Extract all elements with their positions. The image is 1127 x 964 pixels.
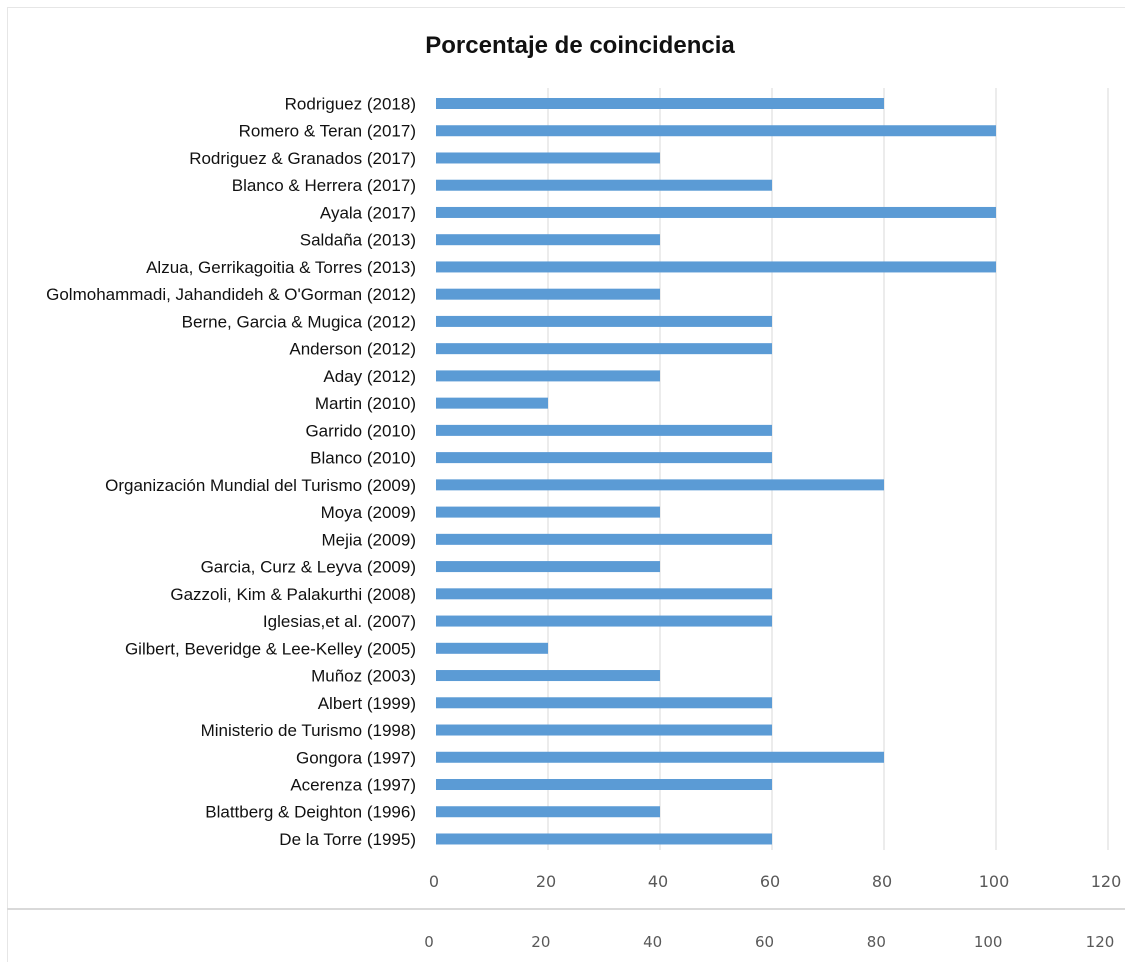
x-tick-label: 120 — [1091, 872, 1122, 891]
bar — [436, 424, 772, 436]
chart-title: Porcentaje de coincidencia — [425, 32, 735, 59]
secondary-x-tick-label: 80 — [867, 933, 886, 951]
x-axis-tick-labels: 0 20 40 60 80 100 120 — [429, 872, 1121, 891]
category-label: Alzua, Gerrikagoitia & Torres (2013) — [146, 258, 416, 277]
category-labels: Rodriguez (2018) Romero & Teran (2017) Rod… — [46, 95, 416, 849]
category-label: Acerenza (1997) — [290, 776, 416, 795]
category-label: Aday (2012) — [323, 367, 416, 386]
secondary-x-tick-label: 100 — [974, 933, 1003, 951]
bar — [436, 533, 772, 545]
category-label: Blanco & Herrera (2017) — [232, 176, 416, 195]
bar — [436, 261, 996, 273]
bar — [436, 315, 772, 327]
secondary-x-tick-label: 0 — [424, 933, 434, 951]
category-label: Romero & Teran (2017) — [239, 122, 416, 141]
category-label: Ayala (2017) — [320, 203, 416, 222]
category-label: Garcia, Curz & Leyva (2009) — [201, 558, 416, 577]
chart-frame — [7, 7, 1125, 962]
category-label: Garrido (2010) — [305, 421, 416, 440]
x-tick-label: 60 — [760, 872, 780, 891]
x-tick-label: 0 — [429, 872, 439, 891]
category-label: Rodriguez & Granados (2017) — [189, 149, 416, 168]
bar — [436, 452, 772, 464]
bar — [436, 697, 772, 709]
bars — [436, 98, 996, 845]
bar — [436, 561, 660, 573]
category-label: Albert (1999) — [318, 694, 416, 713]
bar — [436, 506, 660, 518]
bar — [436, 98, 884, 109]
secondary-x-tick-label: 120 — [1086, 933, 1115, 951]
x-tick-label: 100 — [979, 872, 1010, 891]
bar — [436, 343, 772, 355]
bar — [436, 806, 660, 818]
category-label: Anderson (2012) — [289, 340, 416, 359]
bar — [436, 479, 884, 491]
bar — [436, 615, 772, 627]
secondary-axis-tick-labels: 0 20 40 60 80 100 120 — [424, 933, 1114, 951]
bar — [436, 206, 996, 218]
category-label: Gilbert, Beveridge & Lee-Kelley (2005) — [125, 639, 416, 658]
gridlines — [547, 88, 1109, 850]
bar — [436, 179, 772, 191]
category-label: Berne, Garcia & Mugica (2012) — [182, 312, 416, 331]
category-label: Rodriguez (2018) — [285, 95, 416, 114]
x-tick-label: 40 — [648, 872, 668, 891]
secondary-x-tick-label: 40 — [643, 933, 662, 951]
bar — [436, 288, 660, 300]
category-label: Blanco (2010) — [310, 449, 416, 468]
secondary-x-tick-label: 20 — [531, 933, 550, 951]
x-tick-label: 80 — [872, 872, 892, 891]
category-label: Ministerio de Turismo (1998) — [201, 721, 416, 740]
bar — [436, 234, 660, 246]
category-label: Organización Mundial del Turismo (2009) — [105, 476, 416, 495]
bar — [436, 588, 772, 600]
bar — [436, 779, 772, 790]
category-label: Iglesias,et al. (2007) — [263, 612, 416, 631]
bar — [436, 397, 548, 409]
bar — [436, 724, 772, 736]
category-label: Saldaña (2013) — [300, 231, 416, 250]
bar — [436, 833, 772, 845]
category-label: Blattberg & Deighton (1996) — [205, 803, 416, 822]
secondary-x-tick-label: 60 — [755, 933, 774, 951]
bar — [436, 642, 548, 654]
bar — [436, 751, 884, 763]
category-label: Martin (2010) — [315, 394, 416, 413]
bar — [436, 152, 660, 164]
category-label: Moya (2009) — [321, 503, 416, 522]
category-label: Gazzoli, Kim & Palakurthi (2008) — [170, 585, 416, 604]
bar — [436, 670, 660, 682]
category-label: Muñoz (2003) — [311, 667, 416, 686]
category-label: Gongora (1997) — [296, 748, 416, 767]
x-tick-label: 20 — [536, 872, 556, 891]
category-label: Golmohammadi, Jahandideh & O'Gorman (201… — [46, 285, 416, 304]
bar — [436, 370, 660, 382]
category-label: De la Torre (1995) — [279, 830, 416, 849]
category-label: Mejia (2009) — [322, 530, 417, 549]
bar — [436, 125, 996, 137]
